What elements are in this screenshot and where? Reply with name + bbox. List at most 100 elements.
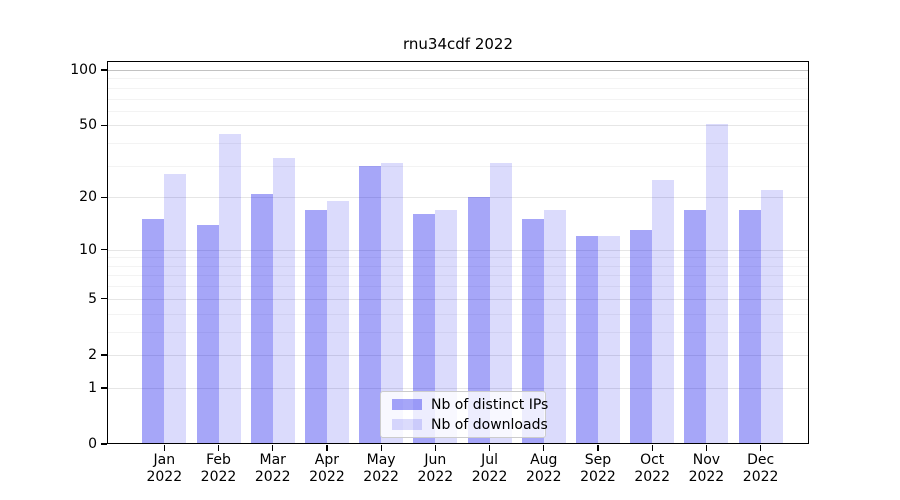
gridline-minor [107,331,809,333]
gridline-minor [107,313,809,315]
month-label: Aug [530,452,558,468]
month-label: Nov [692,452,721,468]
legend: Nb of distinct IPs Nb of downloads [380,391,548,438]
y-tick-label-10: 10 [79,241,97,258]
bar-ips-may [359,165,382,444]
gridline-minor [107,143,809,145]
bar-ips-jun [413,214,436,444]
x-tick-jul [488,445,491,451]
x-tick-nov [705,445,708,451]
legend-label-distinct-ips: Nb of distinct IPs [431,396,549,413]
year-label: 2022 [742,469,779,485]
y-tick-label-1: 1 [88,379,97,396]
x-tick-dec [760,445,762,451]
bar-ips-mar [250,193,273,444]
y-tick-10 [101,249,107,251]
month-label: Jun [424,452,447,468]
gridline-minor [107,286,809,288]
bar-ips-aug [521,219,544,444]
x-tick-jun [434,445,437,451]
x-tick-mar [272,445,274,451]
month-label: Dec [747,452,775,468]
gridline-major-2 [107,354,809,356]
bar-downloads-oct [652,179,675,444]
gridline-minor [107,265,809,267]
y-tick-label-100: 100 [70,62,97,78]
bar-ips-sep [575,236,598,444]
legend-item-distinct-ips: Nb of distinct IPs [389,397,548,413]
x-tick-label-dec: Dec 2022 [732,452,790,486]
y-tick-0 [101,443,107,445]
y-tick-5 [101,298,107,300]
gridline-major-1 [107,387,809,389]
year-label: 2022 [688,469,725,485]
legend-swatch-downloads-icon [392,419,422,430]
x-tick-label-oct: Oct 2022 [623,452,681,486]
x-tick-label-apr: Apr 2022 [298,452,356,486]
gridline-major-10 [107,249,809,251]
x-tick-label-feb: Feb 2022 [190,452,248,486]
bar-ips-jul [467,197,490,444]
x-tick-label-jul: Jul 2022 [461,452,519,486]
chart-title: rnu34cdf 2022 [403,35,513,53]
legend-label-downloads: Nb of downloads [431,416,548,433]
gridline-minor [107,98,809,100]
y-tick-2 [101,354,107,356]
x-tick-label-jun: Jun 2022 [406,452,464,486]
y-tick-100 [101,69,107,71]
x-tick-label-may: May 2022 [352,452,410,486]
y-tick-label-5: 5 [88,290,97,307]
bar-ips-apr [304,209,327,444]
year-label: 2022 [471,469,508,485]
bar-ips-jan [142,219,165,444]
gridline-minor [107,78,809,80]
x-tick-label-sep: Sep 2022 [569,452,627,486]
y-tick-20 [101,196,107,198]
y-tick-label-2: 2 [88,346,97,363]
bar-downloads-jun [435,209,458,444]
bar-downloads-aug [543,209,566,444]
bar-downloads-may [381,163,404,444]
gridline-major-20 [107,197,809,199]
y-tick-label-0: 0 [88,436,97,452]
y-tick-50 [101,124,107,127]
bar-downloads-apr [326,201,349,444]
month-label: Mar [259,452,286,468]
gridline-major-50 [107,125,809,127]
gridline-minor [107,165,809,167]
y-tick-label-50: 50 [79,117,97,134]
y-tick-1 [101,387,107,389]
month-label: Sep [584,452,612,468]
gridline-minor [107,110,809,112]
year-label: 2022 [417,469,454,485]
year-label: 2022 [254,469,291,485]
year-label: 2022 [634,469,670,485]
x-tick-may [380,445,382,451]
gridline-major-100 [107,70,809,71]
bar-downloads-jul [489,163,512,444]
x-tick-label-aug: Aug 2022 [515,452,573,486]
bar-ips-dec [738,209,761,444]
bar-downloads-sep [597,236,620,444]
bar-downloads-mar [272,158,295,444]
month-label: Oct [640,452,665,468]
year-label: 2022 [580,469,616,485]
x-tick-sep [597,445,599,451]
month-label: Jan [153,452,176,468]
gridline-minor [107,87,809,89]
x-tick-label-nov: Nov 2022 [677,452,735,486]
month-label: Feb [206,452,231,468]
y-tick-label-20: 20 [79,189,97,206]
x-tick-label-mar: Mar 2022 [244,452,302,486]
gridline-minor [107,257,809,259]
month-label: May [366,452,396,468]
bar-downloads-feb [218,133,241,444]
year-label: 2022 [200,469,237,485]
bar-downloads-dec [760,189,783,444]
year-label: 2022 [146,469,183,485]
x-tick-apr [326,445,328,451]
bar-ips-oct [630,230,653,444]
x-tick-jan [163,445,165,451]
year-label: 2022 [309,469,345,485]
